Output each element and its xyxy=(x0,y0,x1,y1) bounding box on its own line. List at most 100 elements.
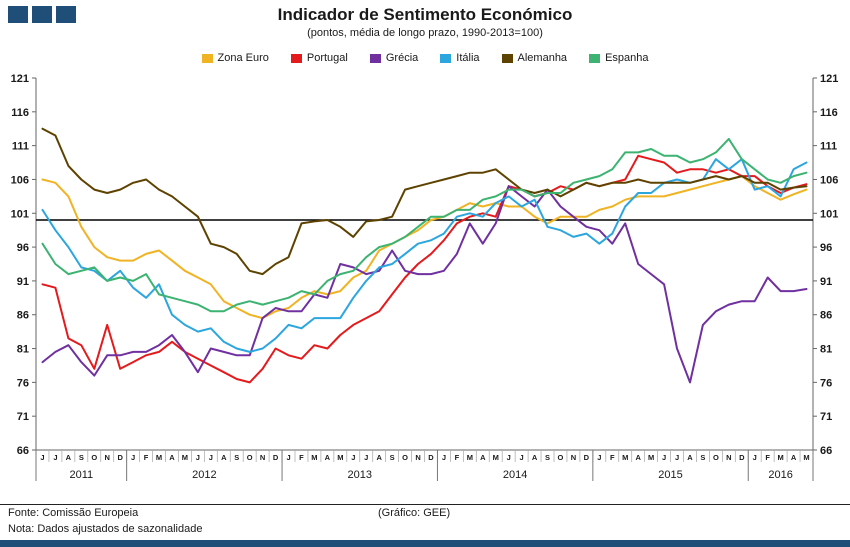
legend-item-grécia: Grécia xyxy=(369,52,419,64)
month-label: J xyxy=(286,453,290,462)
month-label: O xyxy=(247,453,253,462)
month-label: O xyxy=(713,453,719,462)
legend-swatch-zona-euro xyxy=(201,53,213,63)
month-label: A xyxy=(791,453,797,462)
y-axis-label-right: 81 xyxy=(820,344,832,356)
legend-label-grécia: Grécia xyxy=(385,52,419,64)
y-axis-label-right: 71 xyxy=(820,411,832,423)
legend-item-alemanha: Alemanha xyxy=(501,52,568,64)
legend-label-portugal: Portugal xyxy=(306,52,348,64)
month-label: D xyxy=(117,453,123,462)
month-label: J xyxy=(209,453,213,462)
month-label: F xyxy=(144,453,149,462)
month-label: J xyxy=(507,453,511,462)
footer: Fonte: Comissão Europeia (Gráfico: GEE) … xyxy=(0,504,850,547)
sentiment-line-chart: 66 66 71 71 76 76 81 81 86 86 91 91 96 96 101 101 106 106… xyxy=(11,73,838,481)
month-label: J xyxy=(597,453,601,462)
month-label: M xyxy=(156,453,162,462)
month-label: J xyxy=(675,453,679,462)
y-axis-label-left: 101 xyxy=(11,208,29,220)
footer-row-note: Nota: Dados ajustados de sazonalidade xyxy=(0,522,850,540)
page-title: Indicador de Sentimento Económico xyxy=(277,5,573,24)
y-axis-label-left: 121 xyxy=(11,73,29,85)
y-axis-label-right: 101 xyxy=(820,208,838,220)
y-axis-label-right: 121 xyxy=(820,73,838,85)
month-label: D xyxy=(428,453,434,462)
logo-square-3 xyxy=(56,6,76,23)
legend-label-zona-euro: Zona Euro xyxy=(217,52,269,64)
month-label: J xyxy=(442,453,446,462)
month-label: N xyxy=(260,453,265,462)
legend-label-itália: Itália xyxy=(456,52,480,64)
legend-item-portugal: Portugal xyxy=(290,52,348,64)
legend-swatch-alemanha xyxy=(501,53,513,63)
y-axis-label-left: 116 xyxy=(11,107,29,119)
month-label: A xyxy=(376,453,382,462)
month-label: S xyxy=(79,453,84,462)
month-label: J xyxy=(351,453,355,462)
year-label: 2012 xyxy=(192,469,216,481)
month-label: F xyxy=(455,453,460,462)
month-label: S xyxy=(390,453,395,462)
y-axis-label-left: 71 xyxy=(17,411,29,423)
legend-item-zona-euro: Zona Euro xyxy=(201,52,269,64)
logo-square-1 xyxy=(8,6,28,23)
month-label: A xyxy=(635,453,641,462)
month-label: J xyxy=(753,453,757,462)
month-label: M xyxy=(337,453,343,462)
legend-item-espanha: Espanha xyxy=(589,52,649,64)
month-label: A xyxy=(169,453,175,462)
month-label: D xyxy=(739,453,745,462)
month-label: O xyxy=(91,453,97,462)
legend-item-itália: Itália xyxy=(440,52,480,64)
month-label: M xyxy=(778,453,784,462)
month-label: N xyxy=(571,453,576,462)
legend-swatch-grécia xyxy=(369,53,381,63)
legend-label-alemanha: Alemanha xyxy=(517,52,568,64)
footer-row-source: Fonte: Comissão Europeia (Gráfico: GEE) xyxy=(0,505,850,522)
legend-label-espanha: Espanha xyxy=(605,52,649,64)
y-axis-label-right: 111 xyxy=(820,141,837,153)
series-line-alemanha xyxy=(41,127,808,276)
legend-swatch-portugal xyxy=(290,53,302,63)
month-label: F xyxy=(765,453,770,462)
y-axis-label-right: 96 xyxy=(820,242,832,254)
month-label: S xyxy=(234,453,239,462)
footer-credit: (Gráfico: GEE) xyxy=(378,507,451,519)
series-line-itália xyxy=(41,158,808,353)
month-label: F xyxy=(299,453,304,462)
y-axis-label-left: 111 xyxy=(12,141,29,153)
y-axis-label-left: 106 xyxy=(11,174,29,186)
chart-legend: Zona Euro Portugal Grécia Itália Alemanha Esp… xyxy=(0,52,850,64)
month-label: J xyxy=(53,453,57,462)
series-line-portugal xyxy=(41,154,808,384)
y-axis-label-right: 76 xyxy=(820,377,832,389)
month-label: S xyxy=(700,453,705,462)
month-label: J xyxy=(196,453,200,462)
y-axis-label-left: 91 xyxy=(17,276,29,288)
month-label: D xyxy=(584,453,590,462)
y-axis-label-left: 86 xyxy=(17,310,29,322)
month-label: J xyxy=(520,453,524,462)
year-label: 2011 xyxy=(69,469,93,481)
y-axis-label-right: 91 xyxy=(820,276,832,288)
y-axis-label-left: 96 xyxy=(17,242,29,254)
year-label: 2015 xyxy=(658,469,682,481)
month-label: A xyxy=(532,453,538,462)
month-label: A xyxy=(687,453,693,462)
month-label: A xyxy=(325,453,331,462)
month-label: M xyxy=(493,453,499,462)
month-label: N xyxy=(415,453,420,462)
month-label: J xyxy=(662,453,666,462)
month-label: M xyxy=(803,453,809,462)
logo xyxy=(8,6,76,23)
y-axis-label-right: 86 xyxy=(820,310,832,322)
y-axis-label-left: 81 xyxy=(17,344,29,356)
y-axis-label-left: 66 xyxy=(17,445,29,457)
month-label: A xyxy=(66,453,72,462)
legend-swatch-itália xyxy=(440,53,452,63)
year-label: 2014 xyxy=(503,469,527,481)
year-label: 2016 xyxy=(768,469,792,481)
page-subtitle: (pontos, média de longo prazo, 1990-2013… xyxy=(307,27,543,39)
y-axis-label-right: 66 xyxy=(820,445,832,457)
